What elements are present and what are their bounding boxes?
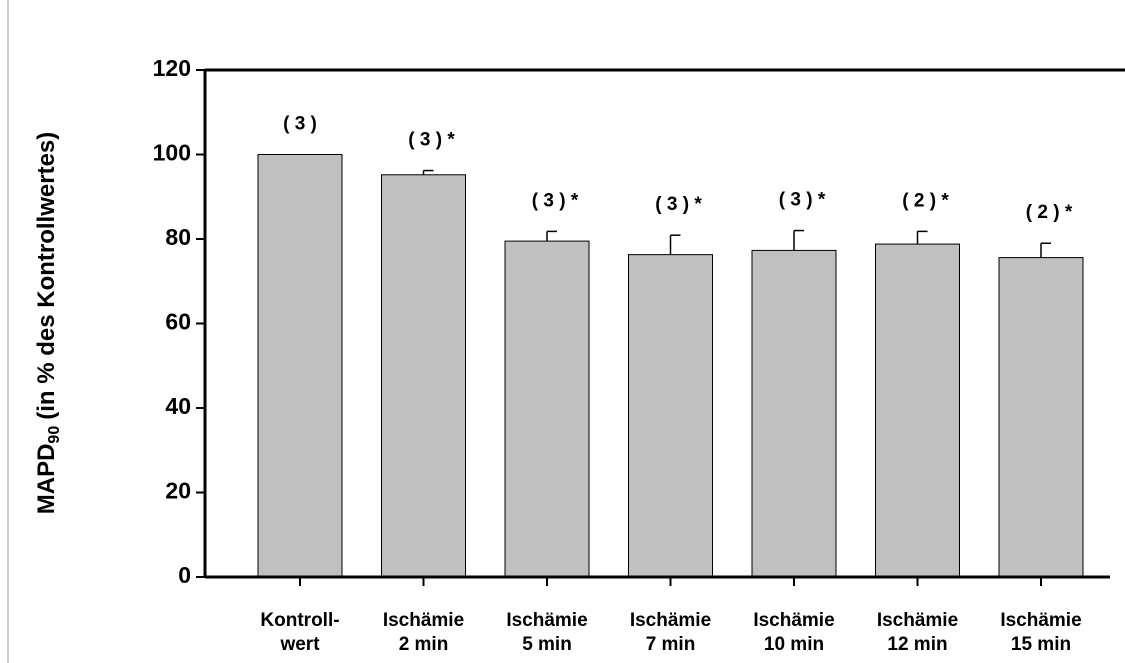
x-tick-label: Kontroll- — [260, 610, 339, 631]
bar-annotation: ( 3 ) — [283, 114, 317, 135]
y-tick-label: 60 — [165, 309, 191, 335]
bar-annotation: ( 3 ) * — [532, 190, 579, 211]
bar-annotation: ( 3 ) * — [655, 194, 702, 215]
x-tick-label: Ischämie — [753, 610, 834, 631]
x-tick-label: Ischämie — [877, 610, 958, 631]
y-tick-label: 120 — [153, 55, 191, 81]
bar-annotation: ( 2 ) * — [902, 190, 949, 211]
bar-annotation: ( 3 ) * — [779, 190, 826, 211]
x-tick-label: 5 min — [522, 634, 572, 655]
x-tick-label: Ischämie — [1000, 610, 1081, 631]
x-tick-label: 7 min — [646, 634, 696, 655]
y-tick-label: 0 — [178, 562, 191, 588]
bar — [875, 243, 960, 578]
y-label-sub: 90 — [46, 426, 63, 444]
x-tick-label: Ischämie — [506, 610, 587, 631]
y-tick-label: 80 — [165, 224, 191, 250]
bar — [628, 254, 713, 578]
bar — [381, 174, 466, 578]
bar — [751, 249, 837, 578]
x-tick-label: 12 min — [887, 634, 947, 655]
bar-annotation: ( 3 ) * — [408, 130, 455, 151]
bar — [504, 240, 590, 578]
y-axis-label: MAPD90 (in % des Kontrollwertes) — [33, 132, 63, 515]
x-tick-label: Ischämie — [630, 610, 711, 631]
y-label-rest: (in % des Kontrollwertes) — [33, 132, 60, 420]
x-tick-label: Ischämie — [383, 610, 464, 631]
bar — [998, 257, 1084, 578]
x-tick-label: 15 min — [1011, 634, 1071, 655]
y-tick-label: 100 — [153, 140, 191, 166]
y-tick-label: 20 — [165, 478, 191, 504]
y-label-main: MAPD — [33, 444, 60, 515]
bar — [257, 154, 343, 578]
x-tick-label: 2 min — [399, 634, 449, 655]
y-tick-label: 40 — [165, 393, 191, 419]
bar-annotation: ( 2 ) * — [1026, 202, 1073, 223]
x-tick-label: wert — [279, 634, 320, 655]
x-tick-label: 10 min — [764, 634, 824, 655]
